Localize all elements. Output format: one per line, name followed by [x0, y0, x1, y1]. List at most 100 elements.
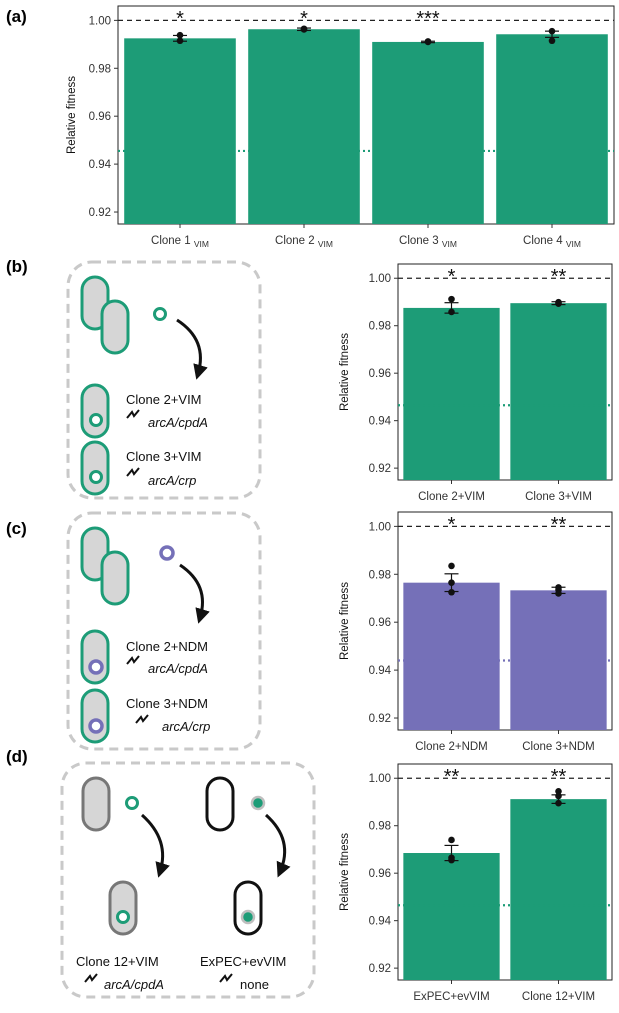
- data-point: [448, 562, 455, 570]
- cell-icon: [205, 776, 235, 832]
- bar: [496, 34, 608, 225]
- lightning-icon: [219, 973, 233, 983]
- plasmid-icon: [116, 910, 130, 924]
- data-point: [448, 856, 455, 864]
- x-tick-label-main: Clone 3: [399, 235, 442, 247]
- plot-frame: [397, 511, 613, 731]
- y-tick-label: 0.96: [369, 868, 391, 880]
- data-point: [448, 308, 455, 316]
- bar: [372, 41, 484, 224]
- x-tick-label: Clone 3 VIM: [399, 235, 457, 249]
- diagram-d-label-2: ExPEC+evVIM: [200, 954, 286, 969]
- arrow-icon: [179, 563, 210, 624]
- x-tick-label: Clone 2 VIM: [275, 235, 333, 249]
- y-tick-label: 1.00: [369, 521, 391, 533]
- lightning-icon: [126, 655, 140, 665]
- panel-label-b: (b): [6, 257, 28, 276]
- plot-frame: [117, 5, 615, 225]
- bar: [510, 799, 607, 980]
- diagram-b-mutation-2: arcA/crp: [148, 473, 196, 488]
- y-tick-label: 0.92: [369, 713, 391, 725]
- chart-b: 0.92 0.94 0.96 0.98 1.00 Relative fitness * Clo…: [339, 263, 613, 503]
- plot-frame: [397, 763, 613, 981]
- y-tick-label: 0.98: [89, 63, 111, 75]
- data-point: [300, 25, 308, 33]
- significance-label: *: [176, 8, 184, 30]
- y-tick-label: 0.96: [369, 617, 391, 629]
- x-tick-label: Clone 12+VIM: [522, 991, 595, 1003]
- x-tick-label: ExPEC+evVIM: [413, 991, 489, 1003]
- x-tick-label: Clone 3+NDM: [522, 741, 595, 753]
- y-tick-label: 1.00: [369, 773, 391, 785]
- significance-label: **: [551, 266, 567, 288]
- chart-d: 0.92 0.94 0.96 0.98 1.00 Relative fitness ** Ex…: [339, 763, 613, 1003]
- x-tick-label-subscript: VIM: [566, 239, 581, 249]
- arrow-icon: [141, 813, 170, 878]
- cell-icon: [80, 383, 110, 439]
- diagram-b: Clone 2+VIM arcA/cpdA Clone 3+VIM arcA/c…: [66, 260, 262, 500]
- significance-label: ***: [416, 8, 440, 30]
- bar: [403, 307, 500, 480]
- plasmid-icon: [125, 796, 139, 810]
- y-tick-label: 0.98: [369, 821, 391, 833]
- diagram-c-mutation-1: arcA/cpdA: [148, 661, 208, 676]
- cell-icon: [108, 880, 138, 936]
- data-point: [555, 298, 562, 306]
- lightning-icon: [126, 409, 140, 419]
- diagram-b-label-2: Clone 3+VIM: [126, 449, 202, 464]
- chart-a: 0.92 0.94 0.96 0.98 1.00 Relative fitness * Clo…: [66, 5, 615, 249]
- panel-label-d: (d): [6, 747, 28, 766]
- cell-icon: [80, 629, 110, 685]
- significance-label: **: [551, 766, 567, 788]
- x-tick-label-subscript: VIM: [318, 239, 333, 249]
- cell-icon: [80, 440, 110, 496]
- y-axis-label: Relative fitness: [339, 833, 351, 911]
- plasmid-icon: [159, 545, 175, 561]
- panel-label-a: (a): [6, 7, 27, 26]
- y-tick-label: 0.96: [369, 368, 391, 380]
- data-point: [548, 37, 556, 45]
- data-point: [448, 579, 455, 586]
- data-point: [176, 31, 184, 39]
- diagram-d-label-1: Clone 12+VIM: [76, 954, 159, 969]
- diagram-d-frame: [60, 761, 316, 999]
- data-point: [448, 588, 455, 596]
- y-tick-label: 1.00: [369, 273, 391, 285]
- x-tick-label-main: Clone 2: [275, 235, 318, 247]
- cell-icon: [81, 776, 111, 832]
- plasmid-icon: [88, 718, 104, 734]
- cell-icon: [233, 880, 263, 936]
- data-point: [555, 799, 562, 807]
- x-tick-label: Clone 2+NDM: [415, 741, 488, 753]
- x-tick-label-main: Clone 1: [151, 235, 194, 247]
- plasmid-icon: [89, 470, 103, 484]
- x-tick-label: Clone 2+VIM: [418, 491, 485, 503]
- y-tick-label: 0.98: [369, 321, 391, 333]
- significance-label: **: [444, 766, 460, 788]
- diagram-d-mutation-2: none: [240, 977, 269, 992]
- cell-icon: [80, 688, 110, 744]
- plasmid-icon: [153, 307, 167, 321]
- y-tick-label: 0.94: [369, 416, 392, 428]
- arrow-icon: [265, 813, 291, 878]
- y-tick-label: 0.98: [369, 569, 391, 581]
- lightning-icon: [126, 467, 140, 477]
- y-axis-label: Relative fitness: [339, 582, 351, 660]
- y-tick-label: 0.94: [89, 159, 112, 171]
- diagram-b-label-1: Clone 2+VIM: [126, 392, 202, 407]
- diagram-d: Clone 12+VIM arcA/cpdA ExPEC+evVIM none: [60, 761, 316, 999]
- data-point: [448, 836, 455, 844]
- significance-label: *: [300, 8, 308, 30]
- bar: [248, 29, 360, 224]
- x-tick-label: Clone 1 VIM: [151, 235, 209, 249]
- diagram-c: Clone 2+NDM arcA/cpdA Clone 3+NDM arcA/c…: [66, 511, 262, 751]
- significance-label: *: [448, 266, 456, 288]
- diagram-b-frame: [66, 260, 262, 500]
- data-point: [555, 792, 562, 800]
- bar: [124, 38, 236, 224]
- y-tick-label: 0.92: [369, 463, 391, 475]
- plot-frame: [397, 263, 613, 481]
- data-point: [555, 590, 562, 597]
